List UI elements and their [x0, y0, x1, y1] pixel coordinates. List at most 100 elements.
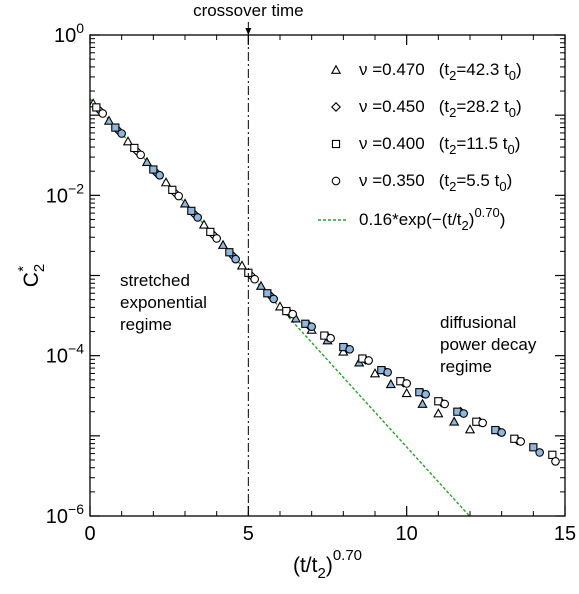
- data-point: [250, 274, 259, 284]
- data-point: [179, 198, 191, 208]
- legend-marker: [331, 102, 341, 112]
- data-point: [433, 408, 444, 418]
- y-tick-exponent: −4: [68, 341, 84, 357]
- data-point: [103, 115, 115, 125]
- y-tick-base: 10: [46, 185, 68, 207]
- legend-t2-open: (t: [439, 134, 450, 153]
- data-point: [417, 398, 428, 408]
- legend-t0-close: ): [507, 171, 513, 190]
- legend-fit-label: 0.16*exp(−(t/t2)0.70): [359, 205, 505, 233]
- data-point: [149, 165, 158, 174]
- legend-t0-close: ): [515, 134, 521, 153]
- data-point: [383, 367, 392, 377]
- data-point: [225, 248, 234, 257]
- series-triangle: [90, 98, 476, 434]
- data-point: [263, 289, 272, 298]
- legend-t2-value: =11.5 t: [456, 134, 507, 153]
- legend-t2-value: =42.3 t: [456, 60, 509, 79]
- data-point: [111, 123, 120, 132]
- diffusional-regime-label: power decay: [440, 335, 537, 354]
- legend-nu: ν =0.470: [359, 60, 425, 79]
- data-point: [193, 213, 202, 222]
- data-point: [217, 239, 229, 249]
- data-point: [326, 333, 335, 343]
- x-tick-label: 15: [554, 523, 576, 545]
- legend-t0-close: ): [516, 60, 522, 79]
- x-title-base: (t/t: [293, 554, 318, 577]
- crossover-label: crossover time: [193, 1, 304, 20]
- y-title-sub: 2: [31, 264, 48, 272]
- data-point: [212, 234, 221, 243]
- data-point: [98, 109, 107, 118]
- data-point: [174, 191, 183, 201]
- legend: ν =0.470 (t2=42.3 t0)ν =0.450 (t2=28.2 t0)…: [318, 60, 522, 233]
- data-point: [160, 177, 172, 187]
- data-point: [516, 437, 525, 446]
- data-point: [449, 416, 460, 426]
- data-point: [478, 418, 487, 428]
- legend-fit-suffix: ): [500, 210, 506, 229]
- data-point: [307, 322, 316, 331]
- x-title-close: ): [326, 554, 333, 577]
- data-point: [345, 344, 354, 354]
- legend-t0-sub: 0: [509, 68, 516, 83]
- data-point: [369, 368, 381, 378]
- legend-t2-sub: 2: [449, 105, 456, 120]
- legend-nu: ν =0.350: [359, 171, 425, 190]
- y-axis-title: C2*: [15, 264, 48, 288]
- legend-nu: ν =0.450: [359, 97, 425, 116]
- data-point: [497, 428, 506, 437]
- legend-nu: ν =0.400: [359, 134, 425, 153]
- legend-t2-sub: 2: [449, 179, 456, 194]
- y-tick-base: 10: [46, 346, 68, 368]
- data-point: [459, 409, 468, 418]
- data-point: [155, 170, 164, 180]
- data-point: [236, 260, 248, 270]
- data-point: [231, 254, 240, 264]
- legend-t2-open: (t: [439, 97, 450, 116]
- legend-t0-sub: 0: [509, 105, 516, 120]
- y-title-base: C: [20, 272, 43, 287]
- data-point: [548, 450, 557, 459]
- legend-fit-mid: ): [469, 210, 475, 229]
- y-tick-label: 10−6: [46, 501, 84, 528]
- data-point: [288, 309, 297, 319]
- x-tick-label: 0: [84, 523, 95, 545]
- data-point: [136, 150, 145, 160]
- legend-t0-sub: 0: [508, 142, 515, 157]
- data-point: [92, 103, 101, 112]
- x-tick-label: 5: [243, 523, 254, 545]
- y-tick-exponent: −6: [68, 501, 84, 517]
- data-point: [385, 378, 396, 389]
- data-layer: [90, 98, 560, 516]
- legend-t0-close: ): [516, 97, 522, 116]
- x-tick-label: 10: [396, 523, 418, 545]
- y-tick-label: 100: [54, 20, 84, 47]
- data-point: [117, 129, 126, 138]
- data-point: [529, 443, 538, 452]
- data-point: [464, 424, 476, 434]
- data-point: [401, 387, 412, 398]
- data-point: [255, 280, 267, 290]
- y-tick-exponent: −2: [68, 180, 84, 196]
- y-tick-label: 10−2: [46, 180, 84, 207]
- data-point: [269, 294, 278, 304]
- x-title-sub: 2: [317, 565, 325, 582]
- data-point: [141, 156, 153, 166]
- legend-t2-value: =5.5 t: [456, 171, 499, 190]
- diffusional-regime-label: diffusional: [440, 313, 516, 332]
- legend-t0-sub: 0: [499, 179, 506, 194]
- legend-label: ν =0.400 (t2=11.5 t0): [359, 134, 520, 157]
- data-point: [274, 301, 286, 311]
- legend-t2-open: (t: [439, 60, 450, 79]
- legend-t2-sub: 2: [449, 142, 456, 157]
- data-point: [551, 457, 560, 466]
- data-point: [421, 389, 430, 399]
- legend-fit-prefix: 0.16*exp(−(t/t: [359, 210, 462, 229]
- series-circle: [98, 109, 560, 466]
- x-axis-title: (t/t2)0.70: [293, 547, 362, 582]
- data-point: [206, 227, 215, 237]
